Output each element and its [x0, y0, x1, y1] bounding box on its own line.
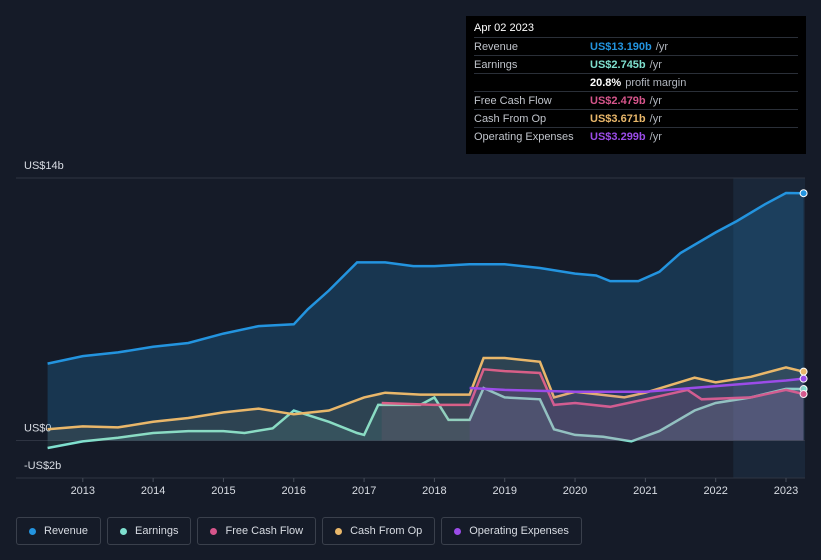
x-tick-label: 2021 — [633, 485, 657, 497]
end-dot — [799, 189, 808, 198]
tooltip-row: 20.8% profit margin — [474, 73, 798, 91]
x-tick-label: 2018 — [422, 485, 446, 497]
tooltip-value: US$2.745b — [590, 58, 646, 71]
tooltip-unit: /yr — [649, 112, 662, 125]
y-tick-label: US$14b — [24, 160, 64, 172]
end-dot — [799, 390, 808, 399]
x-tick-label: 2016 — [282, 485, 306, 497]
legend-label: Free Cash Flow — [225, 525, 304, 537]
x-tick-label: 2022 — [703, 485, 727, 497]
tooltip: Apr 02 2023 Revenue US$13.190b/yr Earnings… — [466, 16, 806, 154]
tooltip-unit: /yr — [649, 130, 662, 143]
legend-dot — [120, 527, 128, 535]
tooltip-value: US$3.299b — [590, 130, 646, 143]
chart: US$14b US$0 -US$2b 2013 2014 2015 2016 2017 2018… — [16, 160, 808, 497]
x-tick-label: 2019 — [492, 485, 516, 497]
x-tick-label: 2015 — [211, 485, 235, 497]
series-area — [47, 193, 804, 441]
tooltip-row: Operating Expenses US$3.299b/yr — [474, 127, 798, 145]
tooltip-unit: /yr — [655, 40, 668, 53]
series-line — [47, 356, 804, 431]
legend-label: Operating Expenses — [469, 525, 569, 537]
series-area — [469, 378, 804, 441]
legend-label: Revenue — [44, 525, 89, 537]
tooltip-row: Free Cash Flow US$2.479b/yr — [474, 91, 798, 109]
series-line — [381, 367, 804, 409]
recent-highlight — [733, 178, 805, 478]
legend: Revenue Earnings Free Cash Flow Cash From O… — [16, 517, 582, 545]
tooltip-value: US$2.479b — [590, 94, 646, 107]
tooltip-rows: Revenue US$13.190b/yr Earnings US$2.745b/yr… — [474, 37, 798, 145]
x-tick-label: 2013 — [71, 485, 95, 497]
series-line — [47, 191, 804, 365]
tooltip-label: Revenue — [474, 40, 519, 53]
legend-item[interactable]: Free Cash Flow — [197, 517, 317, 545]
tooltip-row: Cash From Op US$3.671b/yr — [474, 109, 798, 127]
tooltip-unit: /yr — [649, 58, 662, 71]
legend-label: Earnings — [135, 525, 179, 537]
legend-item[interactable]: Earnings — [107, 517, 192, 545]
tooltip-label: Operating Expenses — [474, 130, 574, 143]
x-tick-label: 2020 — [563, 485, 587, 497]
series-area — [381, 369, 804, 441]
series-line — [469, 377, 804, 394]
legend-item[interactable]: Operating Expenses — [441, 517, 582, 545]
tooltip-row: Earnings US$2.745b/yr — [474, 55, 798, 73]
legend-dot — [210, 527, 218, 535]
tooltip-label: Earnings — [474, 58, 518, 71]
end-dot — [799, 374, 808, 383]
end-dot — [799, 367, 808, 376]
legend-dot — [29, 527, 36, 535]
y-tick-label: US$0 — [24, 422, 52, 434]
x-tick-label: 2014 — [141, 485, 165, 497]
tooltip-row: Revenue US$13.190b/yr — [474, 37, 798, 55]
legend-item[interactable]: Cash From Op — [322, 517, 436, 545]
tooltip-label: Free Cash Flow — [474, 94, 552, 107]
tooltip-label: Cash From Op — [474, 112, 547, 125]
tooltip-value: US$13.190b — [590, 40, 652, 53]
legend-dot — [454, 527, 462, 535]
legend-label: Cash From Op — [350, 525, 423, 537]
tooltip-date: Apr 02 2023 — [474, 22, 534, 34]
tooltip-unit: /yr — [649, 94, 662, 107]
legend-dot — [335, 527, 343, 535]
x-tick-label: 2017 — [352, 485, 376, 497]
margin-label: profit margin — [625, 76, 687, 89]
margin-value: 20.8% — [590, 76, 622, 89]
legend-item[interactable]: Revenue — [16, 517, 102, 545]
y-tick-label: -US$2b — [24, 460, 61, 472]
series-line — [47, 386, 804, 450]
tooltip-value: US$3.671b — [590, 112, 646, 125]
x-tick-label: 2023 — [774, 485, 798, 497]
series-area — [47, 358, 804, 441]
